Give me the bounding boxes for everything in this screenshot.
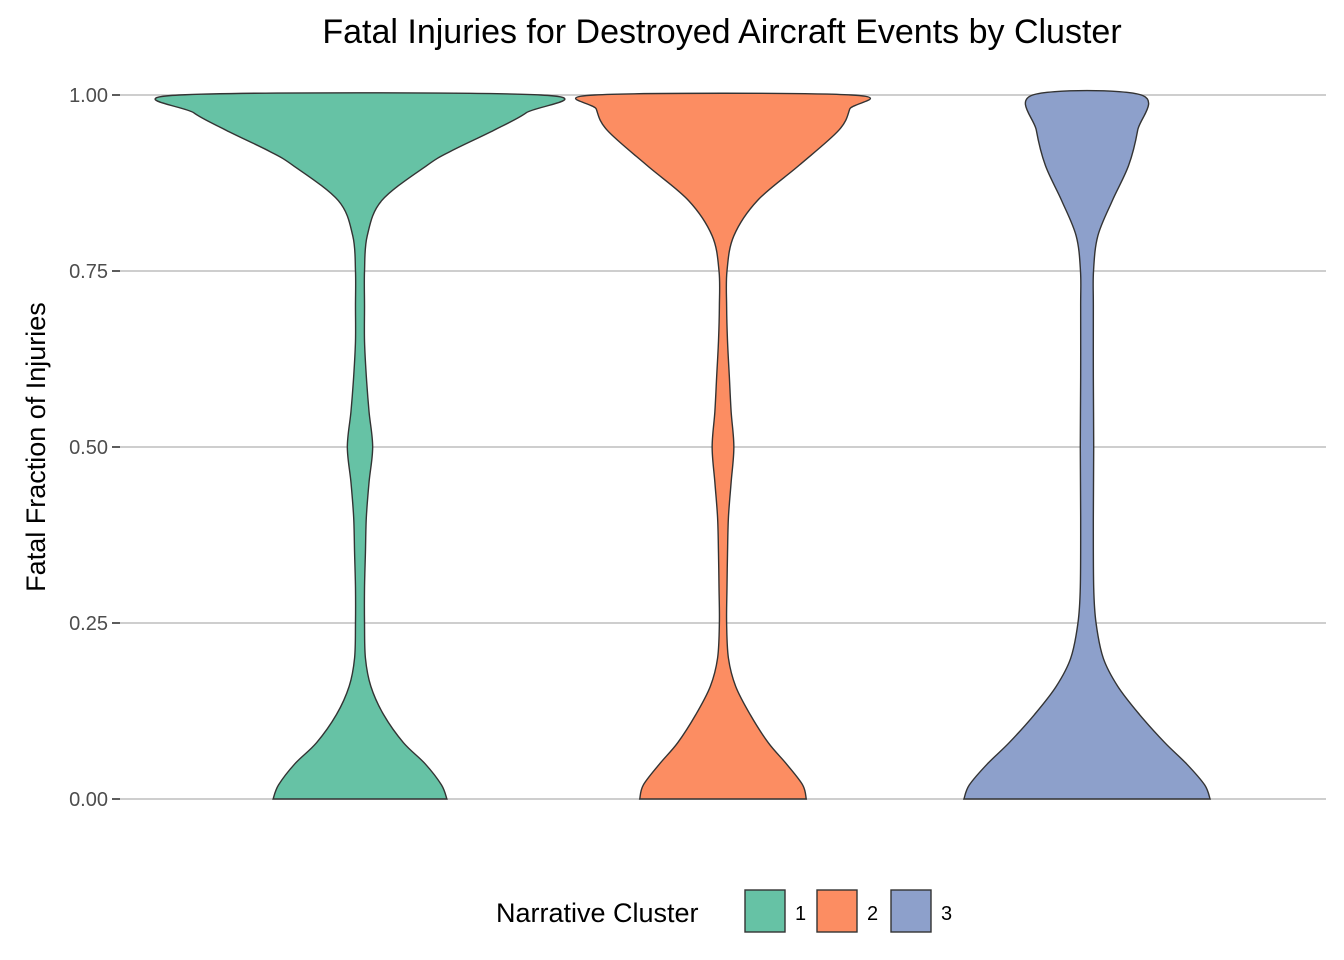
violin-cluster-2 — [575, 92, 871, 800]
y-axis-title: Fatal Fraction of Injuries — [21, 302, 51, 592]
violin-layer — [154, 89, 1212, 800]
legend-label-2: 2 — [867, 903, 878, 925]
y-tick-label-0.00: 0.00 — [69, 789, 108, 811]
y-tick-label-0.50: 0.50 — [69, 437, 108, 459]
y-axis-tick-labels: 0.00 0.25 0.50 0.75 1.00 — [69, 85, 108, 811]
y-axis-ticks — [112, 94, 120, 800]
legend-key-3 — [890, 889, 932, 933]
legend: Narrative Cluster 1 2 3 — [496, 889, 952, 933]
violin-cluster-3 — [962, 89, 1212, 800]
legend-key-1 — [744, 889, 786, 933]
violin-cluster-1 — [154, 92, 566, 800]
chart-title: Fatal Injuries for Destroyed Aircraft Ev… — [322, 13, 1121, 51]
y-tick-label-0.25: 0.25 — [69, 613, 108, 635]
legend-title: Narrative Cluster — [496, 898, 699, 928]
legend-key-2 — [816, 889, 858, 933]
y-tick-label-0.75: 0.75 — [69, 261, 108, 283]
legend-label-3: 3 — [941, 903, 952, 925]
legend-label-1: 1 — [795, 903, 806, 925]
y-tick-label-1.00: 1.00 — [69, 85, 108, 107]
